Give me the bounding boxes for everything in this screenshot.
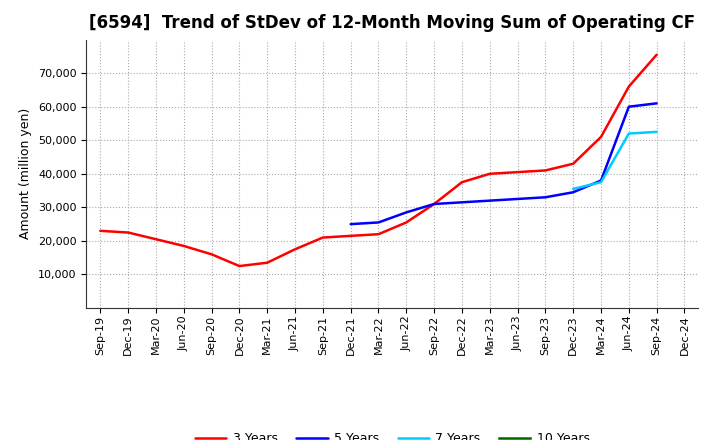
3 Years (430, 202, 438, 207)
3 Years (513, 169, 522, 175)
3 Years (318, 235, 327, 240)
Legend: 3 Years, 5 Years, 7 Years, 10 Years: 3 Years, 5 Years, 7 Years, 10 Years (190, 427, 595, 440)
5 Years (652, 101, 661, 106)
3 Years (346, 233, 355, 238)
5 Years (402, 210, 410, 215)
5 Years (458, 200, 467, 205)
5 Years (430, 202, 438, 207)
Y-axis label: Amount (million yen): Amount (million yen) (19, 108, 32, 239)
5 Years (597, 178, 606, 183)
3 Years (96, 228, 104, 234)
3 Years (291, 247, 300, 252)
5 Years (346, 221, 355, 227)
3 Years (485, 171, 494, 176)
3 Years (597, 134, 606, 139)
Title: [6594]  Trend of StDev of 12-Month Moving Sum of Operating CF: [6594] Trend of StDev of 12-Month Moving… (89, 15, 696, 33)
3 Years (124, 230, 132, 235)
7 Years (597, 180, 606, 185)
3 Years (263, 260, 271, 265)
5 Years (374, 220, 383, 225)
3 Years (235, 264, 243, 269)
5 Years (541, 194, 550, 200)
7 Years (624, 131, 633, 136)
3 Years (374, 231, 383, 237)
Line: 7 Years: 7 Years (573, 132, 657, 189)
Line: 5 Years: 5 Years (351, 103, 657, 224)
3 Years (541, 168, 550, 173)
3 Years (152, 237, 161, 242)
3 Years (652, 52, 661, 57)
3 Years (458, 180, 467, 185)
7 Years (569, 186, 577, 191)
3 Years (179, 243, 188, 249)
3 Years (402, 220, 410, 225)
Line: 3 Years: 3 Years (100, 55, 657, 266)
5 Years (624, 104, 633, 109)
3 Years (207, 252, 216, 257)
7 Years (652, 129, 661, 135)
5 Years (513, 196, 522, 202)
3 Years (624, 84, 633, 89)
5 Years (569, 190, 577, 195)
5 Years (485, 198, 494, 203)
3 Years (569, 161, 577, 166)
